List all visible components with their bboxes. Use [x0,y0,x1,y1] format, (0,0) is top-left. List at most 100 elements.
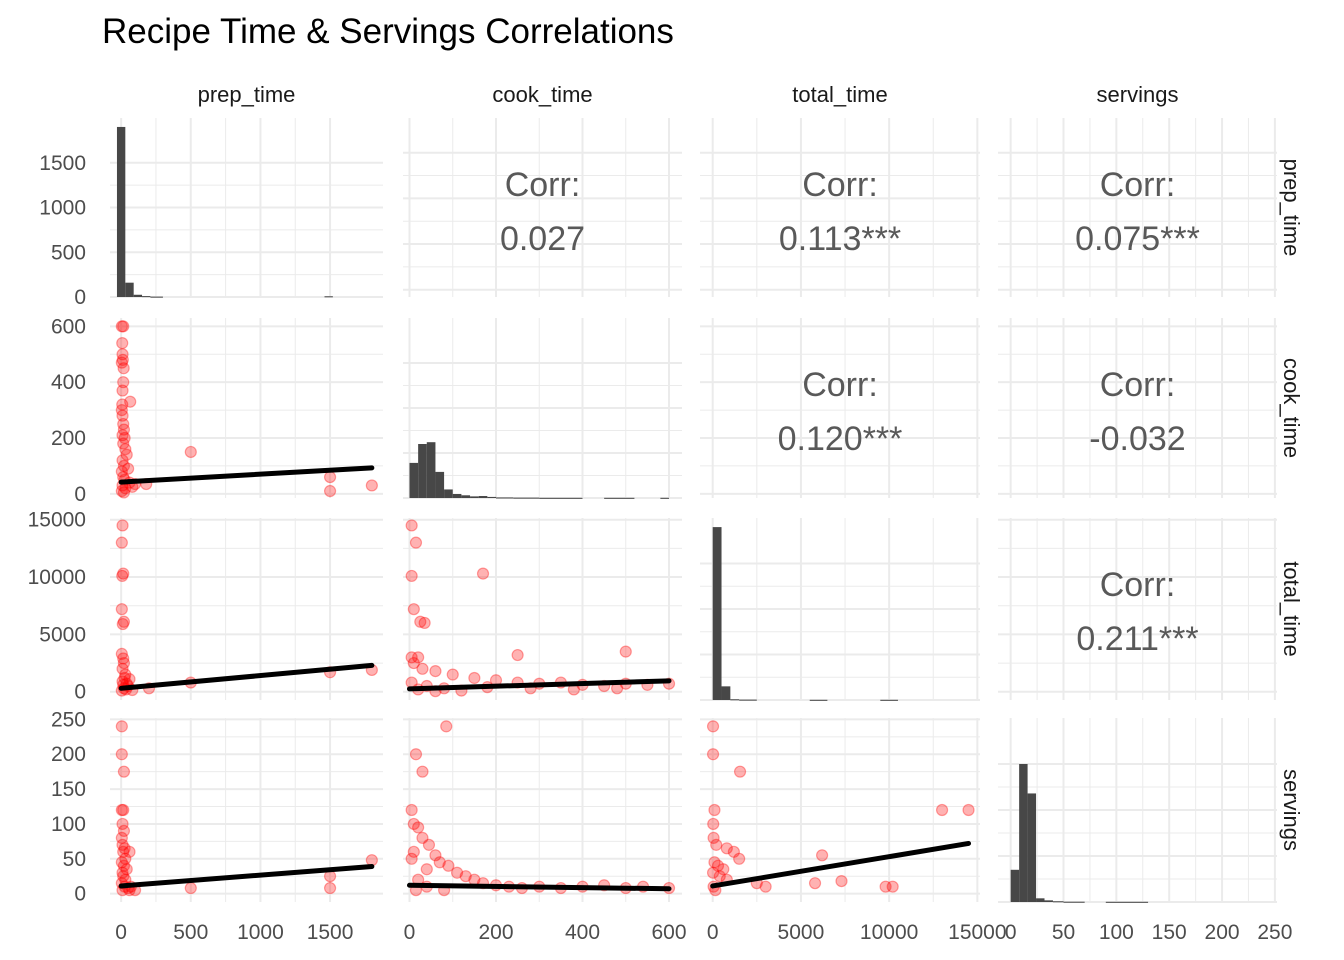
scatter-point [405,569,418,583]
scatter-point [450,866,464,879]
y-tick-label: 400 [51,371,86,394]
scatter-point [117,652,130,665]
y-tick-label: 200 [51,743,86,766]
scatter-point [117,320,130,333]
scatter-point [116,384,129,397]
panel-cook_time-servings [998,318,1277,498]
histogram-bar [1052,901,1064,903]
scatter-point [115,356,128,369]
scatter-point [116,429,129,442]
histogram-bar [1027,793,1037,902]
histogram-bar [125,282,134,297]
scatter-point [815,849,829,862]
strip-label-top: prep_time [198,82,296,107]
histogram-bar [150,296,163,298]
scatter-point [407,656,420,670]
scatter-point [708,803,721,817]
histogram-bar [116,126,126,297]
scatter-point [420,863,433,876]
correlation-value: -0.032 [1089,420,1185,458]
scatter-point [115,403,128,417]
scatter-point [733,852,746,865]
x-tick-label: 1000 [237,921,284,944]
scatter-point [184,445,197,459]
panel-cook_time-total_time [700,318,980,498]
panel-total_time-prep_time [110,518,383,700]
y-tick-label: 1500 [39,152,86,175]
histogram-bar [539,497,583,499]
scatter-point [120,448,133,461]
x-tick-label: 5000 [778,921,825,944]
y-tick-label: 0 [74,483,86,506]
panel-prep_time-servings [998,118,1277,297]
correlation-label: Corr: [1100,366,1176,404]
scatter-point [120,863,133,876]
scatter-point [409,536,423,549]
scatter-point [407,845,420,858]
scatter-point [117,824,131,838]
scatter-point [409,748,423,761]
scatter-point [116,398,129,411]
panel-cook_time-cook_time [403,318,682,499]
y-tick-label: 0 [74,286,86,309]
histogram-bar [133,294,143,297]
scatter-point [407,817,420,831]
scatter-point [116,337,129,350]
scatter-point [935,803,949,817]
x-tick-label: 15000 [948,921,1006,944]
x-tick-label: 0 [707,921,719,944]
correlation-value: 0.120*** [778,420,903,458]
histogram-bar [487,496,496,498]
scatter-point [468,671,481,685]
y-tick-label: 5000 [39,623,86,646]
scatter-point [119,668,132,681]
histogram-bar [444,489,453,498]
scatter-point [116,817,129,831]
x-tick-label: 100 [1099,921,1134,944]
scatter-point [706,748,720,761]
scatter-point [706,720,720,733]
scatter-point [835,874,848,888]
scatter-point [405,519,418,532]
y-tick-label: 10000 [28,566,86,589]
scatter-point [117,859,131,872]
strip-label-top: cook_time [492,82,592,107]
scatter-point [117,567,130,580]
x-tick-label: 0 [404,921,416,944]
scatter-point [117,376,130,389]
scatter-point [116,353,129,366]
scatter-point [119,443,132,456]
scatter-point [707,817,720,831]
scatter-point [115,320,128,333]
scatter-point [116,519,129,532]
scatter-point [117,459,131,473]
x-tick-label: 400 [565,921,600,944]
histogram-bar [461,495,471,498]
histogram-bar [478,496,488,498]
scatter-point [115,748,128,761]
scatter-point [124,395,137,408]
histogram-bar [513,497,540,499]
x-tick-label: 600 [651,921,686,944]
scatter-point [117,765,131,778]
scatter-point [416,765,429,778]
histogram-bar [142,296,151,298]
x-tick-label: 1500 [307,921,354,944]
correlation-label: Corr: [1100,566,1176,604]
scatter-point [117,615,131,628]
y-tick-label: 0 [74,883,86,906]
scatter-point [733,765,747,778]
histogram-bar [409,462,419,498]
histogram-bar [1063,901,1085,903]
histogram-bar [435,471,445,498]
scatter-point [116,617,129,631]
correlation-label: Corr: [505,166,581,204]
scatter-point [115,720,128,733]
y-tick-label: 200 [51,427,86,450]
scatter-point [184,881,197,895]
scatter-point [879,880,892,893]
scatter-point [365,479,378,492]
scatter-point [117,362,130,375]
strip-label-top: total_time [792,82,887,107]
scatter-point [429,665,442,678]
